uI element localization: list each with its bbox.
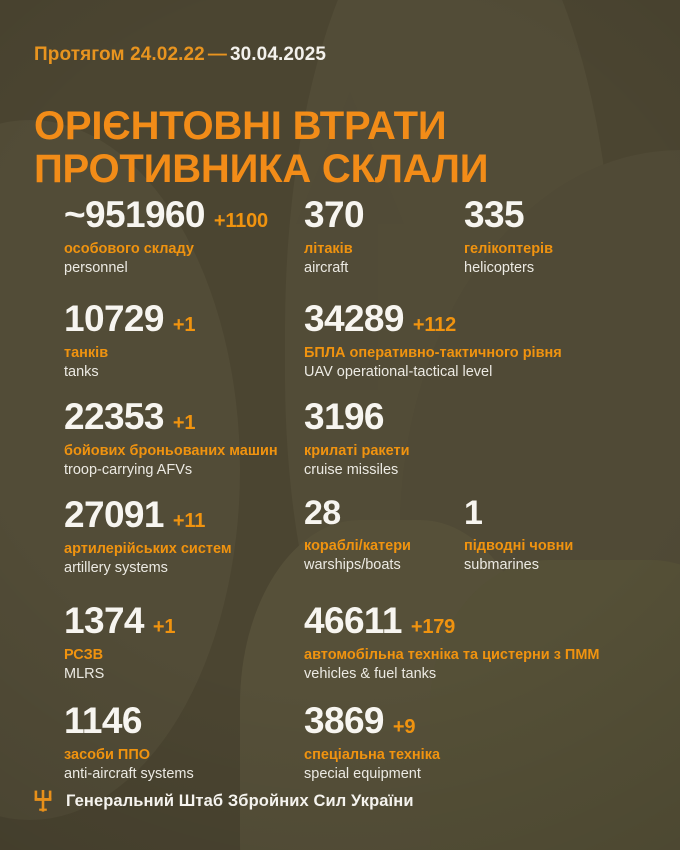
stat-label-ua: засоби ППО xyxy=(64,747,151,763)
stat-label-ua: гелікоптерів xyxy=(464,241,553,257)
losses-statistics-grid: ~951960 +1100 особового складу personnel… xyxy=(34,196,646,790)
stat-delta: +11 xyxy=(172,510,206,532)
period-end-date: 30.04.2025 xyxy=(229,44,327,65)
stat-value: 46611 xyxy=(304,600,402,641)
stat-delta: +9 xyxy=(392,716,416,738)
page-title: ОРІЄНТОВНІ ВТРАТИ ПРОТИВНИКА СКЛАЛИ xyxy=(34,103,489,191)
stat-label-en: artillery systems xyxy=(64,559,168,576)
stats-row: 27091 +11 артилерійських систем artiller… xyxy=(34,496,646,594)
stat-label-ua: артилерійських систем xyxy=(64,541,232,557)
stat-delta: +179 xyxy=(410,616,456,638)
stat-warships: 28 кораблі/катери warships/boats xyxy=(304,496,464,573)
stat-tanks: 10729 +1 танків tanks xyxy=(34,300,304,380)
stats-row: 1146 засоби ППО anti-aircraft systems 38… xyxy=(34,702,646,782)
stat-number-line: 22353 +1 xyxy=(64,398,304,435)
footer-attribution: Генеральний Штаб Збройних Сил України xyxy=(34,790,414,812)
stat-number-line: 46611 +179 xyxy=(304,602,646,639)
stat-special-equipment: 3869 +9 спеціальна техніка special equip… xyxy=(304,702,646,782)
stat-label-en: submarines xyxy=(464,556,539,573)
stat-label-en: special equipment xyxy=(304,765,421,782)
stat-label-ua: БПЛА оперативно-тактичного рівня xyxy=(304,345,562,361)
stat-value: ~951960 xyxy=(64,194,205,235)
stat-value: 22353 xyxy=(64,396,164,437)
period-dash: — xyxy=(207,44,227,65)
stat-vehicles-fuel-tanks: 46611 +179 автомобільна техніка та цисте… xyxy=(304,602,646,682)
stat-label-en: warships/boats xyxy=(304,556,401,573)
stat-delta: +1 xyxy=(152,616,176,638)
stat-label-ua: підводні човни xyxy=(464,538,574,554)
stat-value: 34289 xyxy=(304,298,404,339)
stat-artillery: 27091 +11 артилерійських систем artiller… xyxy=(34,496,304,576)
stat-value: 3196 xyxy=(304,396,385,437)
stat-number-line: 27091 +11 xyxy=(64,496,304,533)
stat-value: 370 xyxy=(304,194,365,235)
stat-label-ua: крилаті ракети xyxy=(304,443,410,459)
stat-submarines: 1 підводні човни submarines xyxy=(464,496,634,573)
stat-label-ua: РСЗВ xyxy=(64,647,104,663)
stat-helicopters: 335 гелікоптерів helicopters xyxy=(464,196,634,276)
stat-value: 27091 xyxy=(64,494,164,535)
stat-label-en: aircraft xyxy=(304,259,349,276)
stat-label-ua: бойових броньованих машин xyxy=(64,443,278,459)
stat-label-ua: кораблі/катери xyxy=(304,538,411,554)
footer-text: Генеральний Штаб Збройних Сил України xyxy=(66,791,414,810)
stat-value: 10729 xyxy=(64,298,164,339)
stat-label-en: troop-carrying AFVs xyxy=(64,461,193,478)
period-start-date: 24.02.22 xyxy=(130,44,205,65)
stat-number-line: 34289 +112 xyxy=(304,300,646,337)
stat-label-en: personnel xyxy=(64,259,128,276)
stats-row: 1374 +1 РСЗВ MLRS 46611 +179 автомобільн… xyxy=(34,602,646,694)
stat-number-line: 3869 +9 xyxy=(304,702,646,739)
period-line: Протягом 24.02.22—30.04.2025 xyxy=(34,44,326,66)
stat-cruise-missiles: 3196 крилаті ракети cruise missiles xyxy=(304,398,646,478)
stat-number-line: 28 xyxy=(304,496,464,530)
stat-number-line: 1 xyxy=(464,496,634,530)
stat-aircraft: 370 літаків aircraft xyxy=(304,196,464,276)
trident-emblem-icon xyxy=(34,790,52,812)
stat-delta: +112 xyxy=(412,314,457,336)
stat-value: 28 xyxy=(304,494,341,532)
stat-value: 3869 xyxy=(304,700,385,741)
period-prefix: Протягом xyxy=(34,44,125,65)
stat-label-ua: літаків xyxy=(304,241,353,257)
stat-uav: 34289 +112 БПЛА оперативно-тактичного рі… xyxy=(304,300,646,380)
stat-number-line: 10729 +1 xyxy=(64,300,304,337)
stat-label-en: helicopters xyxy=(464,259,535,276)
stat-number-line: 1374 +1 xyxy=(64,602,304,639)
stat-value: 1 xyxy=(464,494,483,532)
stat-number-line: 335 xyxy=(464,196,634,233)
stat-delta: +1100 xyxy=(213,210,268,232)
stat-number-line: 3196 xyxy=(304,398,646,435)
stats-row: 22353 +1 бойових броньованих машин troop… xyxy=(34,398,646,488)
stat-personnel: ~951960 +1100 особового складу personnel xyxy=(34,196,304,276)
stat-number-line: 370 xyxy=(304,196,464,233)
stat-label-en: vehicles & fuel tanks xyxy=(304,665,437,682)
stats-row: ~951960 +1100 особового складу personnel… xyxy=(34,196,646,292)
stat-value: 1146 xyxy=(64,700,142,741)
stat-value: 335 xyxy=(464,194,525,235)
stat-delta: +1 xyxy=(172,412,196,434)
stat-label-en: MLRS xyxy=(64,665,105,682)
stat-value: 1374 xyxy=(64,600,145,641)
stat-label-en: tanks xyxy=(64,363,99,380)
stat-label-en: UAV operational-tactical level xyxy=(304,363,493,380)
stat-afv: 22353 +1 бойових броньованих машин troop… xyxy=(34,398,304,478)
stat-number-line: 1146 xyxy=(64,702,304,739)
stat-label-ua: спеціальна техніка xyxy=(304,747,441,763)
stats-row: 10729 +1 танків tanks 34289 +112 БПЛА оп… xyxy=(34,300,646,390)
stat-number-line: ~951960 +1100 xyxy=(64,196,304,233)
stat-label-ua: особового складу xyxy=(64,241,194,257)
stat-label-ua: танків xyxy=(64,345,109,361)
stat-label-en: anti-aircraft systems xyxy=(64,765,194,782)
stat-label-en: cruise missiles xyxy=(304,461,399,478)
stat-anti-aircraft: 1146 засоби ППО anti-aircraft systems xyxy=(34,702,304,782)
stat-delta: +1 xyxy=(172,314,196,336)
stat-label-ua: автомобільна техніка та цистерни з ПММ xyxy=(304,647,600,663)
stat-mlrs: 1374 +1 РСЗВ MLRS xyxy=(34,602,304,682)
